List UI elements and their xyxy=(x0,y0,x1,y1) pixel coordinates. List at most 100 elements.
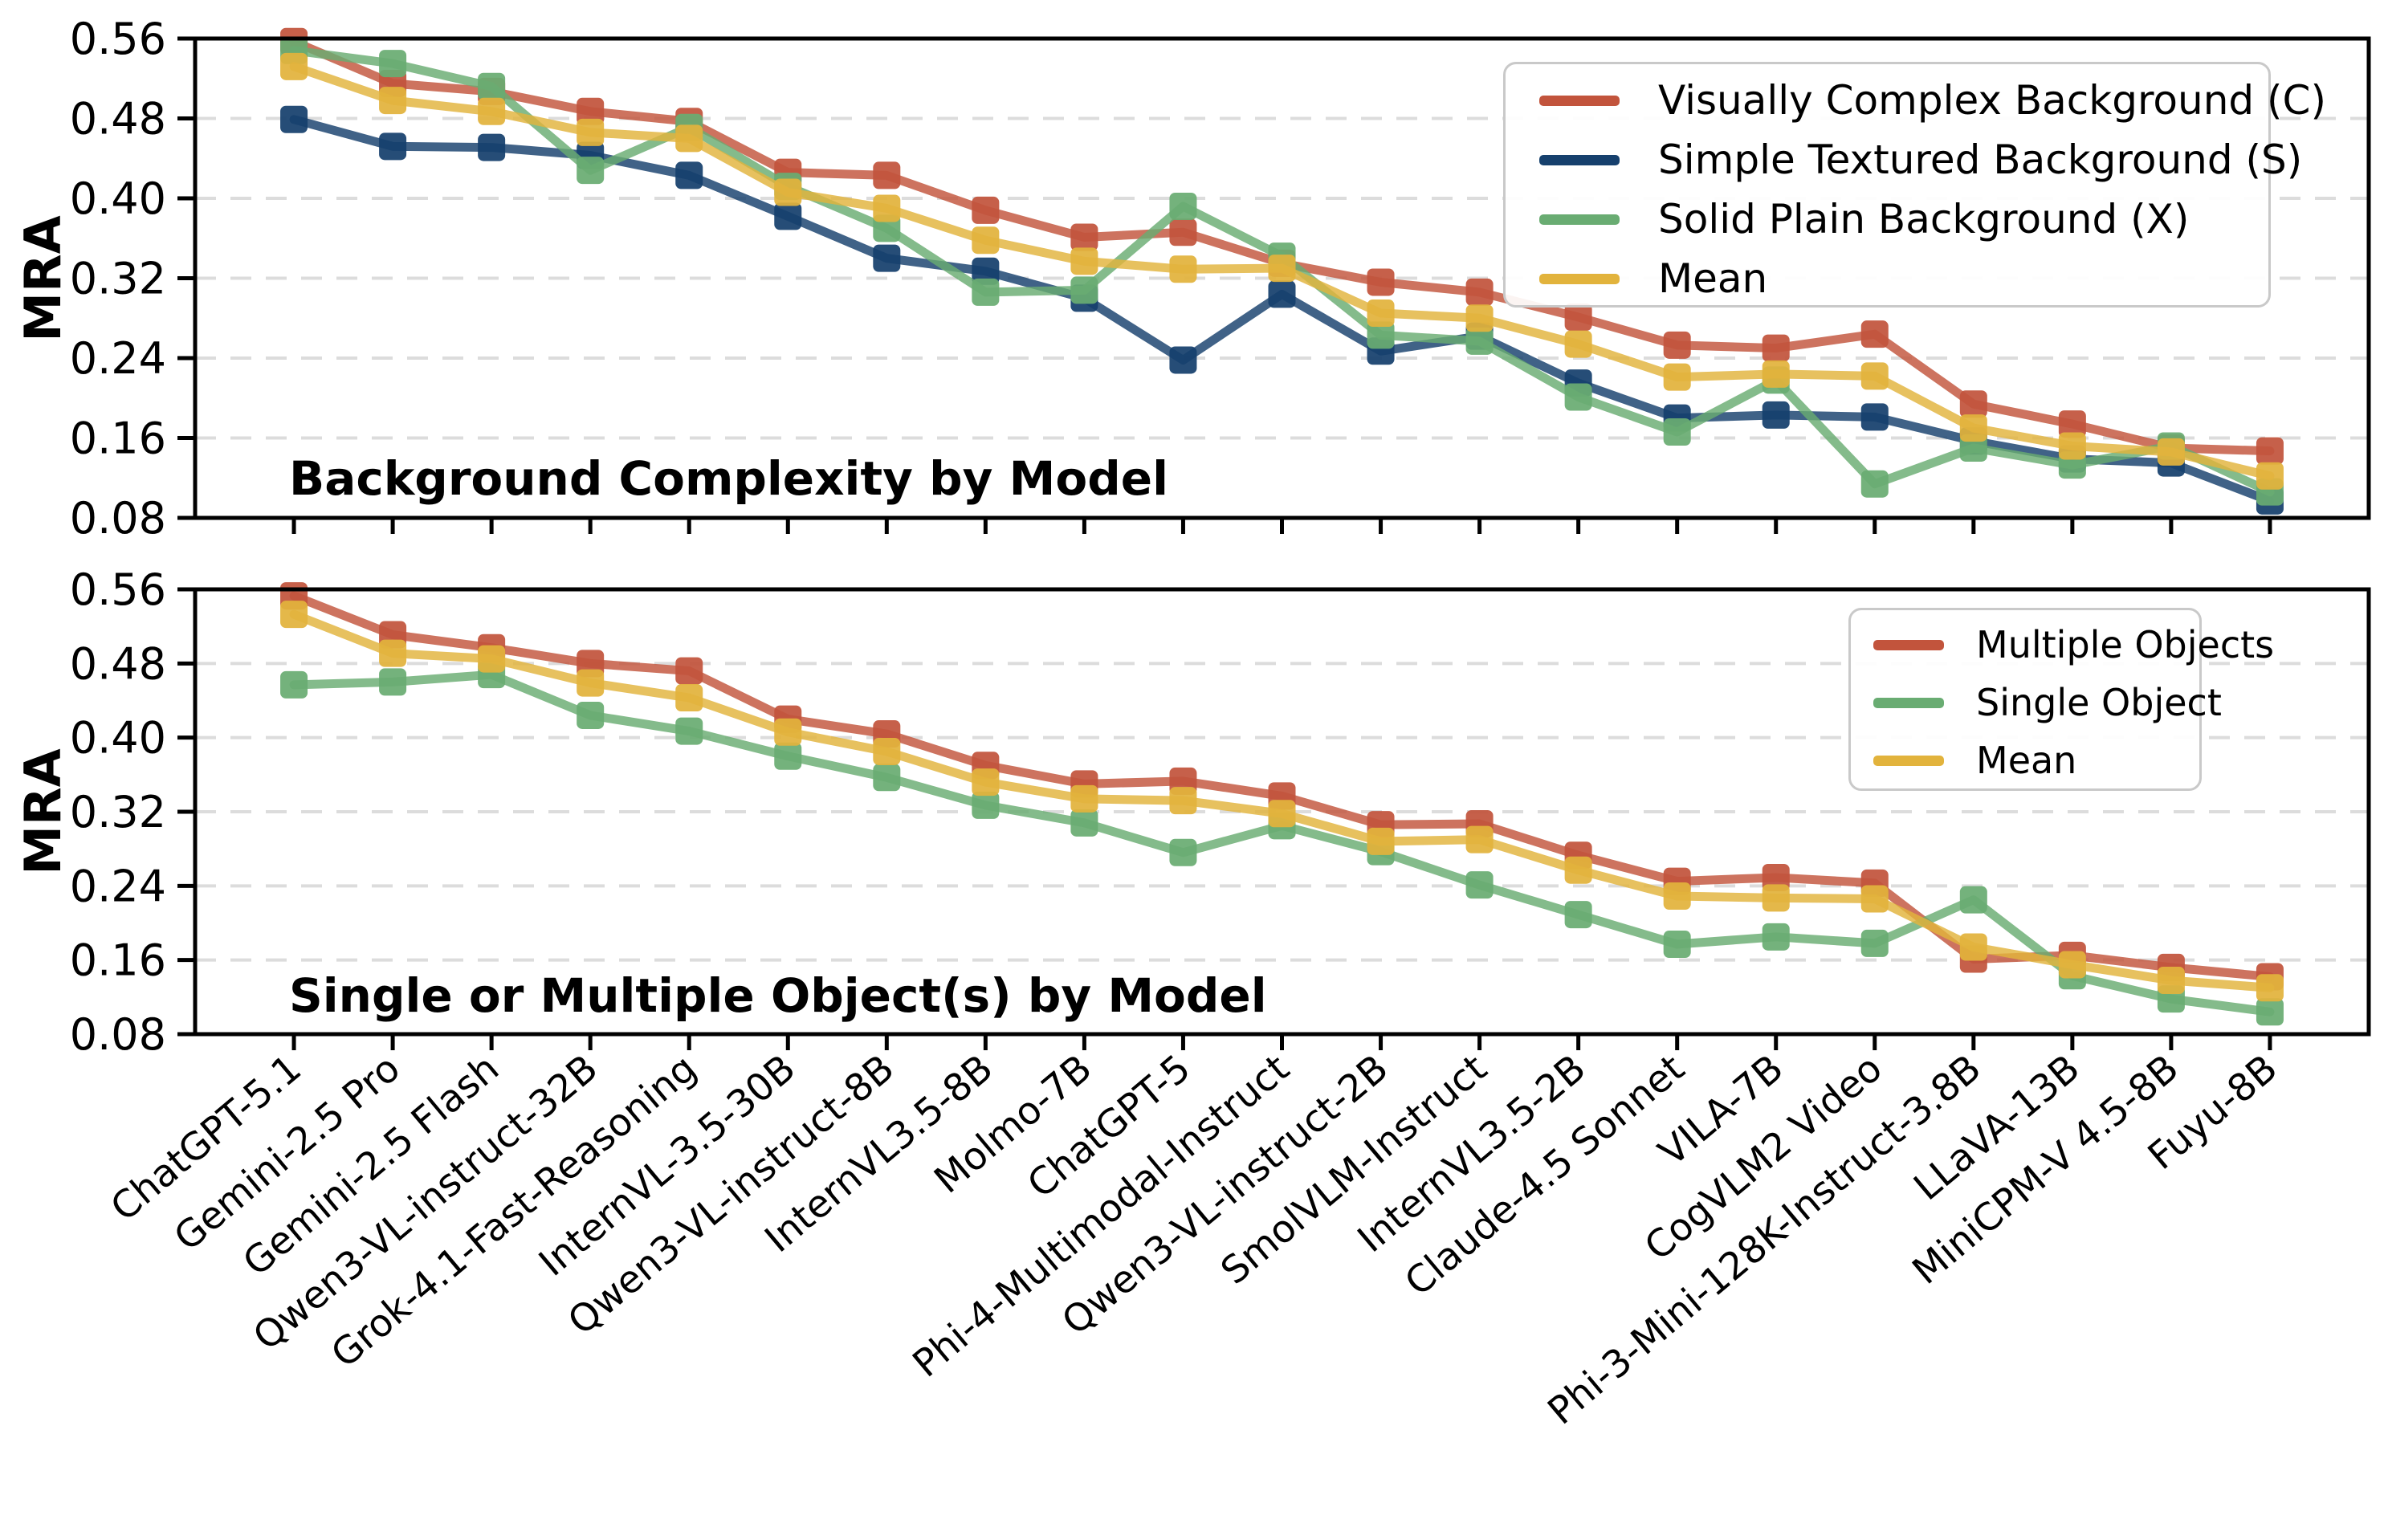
bottom-chart-y-tick-label: 0.32 xyxy=(70,787,166,837)
legend-label: Solid Plain Background (X) xyxy=(1658,196,2190,242)
bottom-chart-marker-mean xyxy=(1860,885,1889,913)
legend-line-swatch xyxy=(1873,697,1944,708)
bottom-chart-marker-mean xyxy=(675,684,703,712)
top-chart-marker-mean xyxy=(2157,438,2185,466)
top-chart-marker-mean xyxy=(774,178,802,206)
top-chart-marker-solid-plain-background-x- xyxy=(1367,321,1395,349)
bottom-chart-marker-mean xyxy=(873,737,901,765)
bottom-chart-y-tick-label: 0.56 xyxy=(70,564,166,615)
top-chart-marker-mean xyxy=(873,194,901,222)
bottom-chart-marker-mean xyxy=(2157,967,2185,995)
legend-line-swatch xyxy=(1539,95,1620,106)
legend-line-swatch xyxy=(1873,755,1944,766)
top-chart-y-axis-label: MRA xyxy=(14,215,72,342)
legend-item-single-object: Single Object xyxy=(1873,674,2222,731)
bottom-chart-marker-mean xyxy=(280,601,308,629)
legend-item-solid-plain: Solid Plain Background (X) xyxy=(1539,189,2268,249)
top-chart-marker-mean xyxy=(1663,363,1691,391)
legend-line-swatch xyxy=(1539,273,1620,284)
top-chart-marker-mean xyxy=(1465,304,1494,332)
top-chart-marker-solid-plain-background-x- xyxy=(972,278,1000,306)
top-chart-marker-visually-complex-background-c- xyxy=(1169,218,1197,246)
bottom-chart-y-tick-label: 0.08 xyxy=(70,1009,166,1060)
legend-line-swatch xyxy=(1873,639,1944,650)
bottom-chart-marker-mean xyxy=(1959,933,1987,961)
top-chart-y-tick-label: 0.56 xyxy=(70,14,166,64)
legend-line-swatch xyxy=(1539,214,1620,225)
bottom-chart-marker-single-object xyxy=(873,764,901,792)
bottom-chart-marker-single-object xyxy=(972,791,1000,819)
bottom-chart-marker-multiple-objects xyxy=(675,657,703,685)
bottom-chart-marker-mean xyxy=(1762,884,1790,912)
bottom-chart-marker-single-object xyxy=(1663,931,1691,959)
bottom-chart-marker-mean xyxy=(774,718,802,746)
top-chart-marker-simple-textured-background-s- xyxy=(1762,401,1790,429)
top-chart-marker-simple-textured-background-s- xyxy=(774,202,802,230)
top-chart-y-tick-label: 0.16 xyxy=(70,414,166,464)
top-chart-marker-solid-plain-background-x- xyxy=(1169,192,1197,220)
bottom-chart-marker-mean xyxy=(1663,882,1691,911)
legend-item-mean-top: Mean xyxy=(1539,249,2268,308)
legend-line-swatch xyxy=(1539,154,1620,165)
top-chart-marker-mean xyxy=(1959,414,1987,442)
top-chart-marker-mean xyxy=(1169,255,1197,283)
bottom-chart-marker-single-object xyxy=(2256,998,2284,1026)
bottom-chart-marker-single-object xyxy=(379,668,407,696)
top-chart-marker-visually-complex-background-c- xyxy=(972,196,1000,224)
bottom-chart-marker-mean xyxy=(1465,825,1494,854)
legend-label: Mean xyxy=(1658,255,1768,302)
bottom-chart-marker-single-object xyxy=(675,717,703,745)
top-chart-marker-simple-textured-background-s- xyxy=(873,244,901,272)
top-chart-marker-solid-plain-background-x- xyxy=(478,72,506,100)
top-chart-marker-simple-textured-background-s- xyxy=(675,161,703,189)
bottom-chart-marker-mean xyxy=(1564,856,1592,884)
top-chart-marker-visually-complex-background-c- xyxy=(1564,304,1592,332)
legend-item-visually-complex: Visually Complex Background (C) xyxy=(1539,71,2326,130)
bottom-chart-marker-single-object xyxy=(1564,901,1592,929)
bottom-chart-marker-mean xyxy=(2058,951,2086,979)
top-chart-marker-mean xyxy=(1070,247,1098,275)
bottom-chart-y-tick-label: 0.40 xyxy=(70,713,166,764)
legend-label: Simple Textured Background (S) xyxy=(1658,136,2303,183)
legend-item-mean-bottom: Mean xyxy=(1873,731,2199,789)
bottom-chart-title: Single or Multiple Object(s) by Model xyxy=(289,968,1267,1023)
top-chart-plot-border xyxy=(193,36,2371,520)
bottom-chart-marker-mean xyxy=(1070,784,1098,813)
top-chart-y-tick-label: 0.32 xyxy=(70,254,166,304)
top-chart-marker-mean xyxy=(972,226,1000,255)
bottom-chart-y-axis-label: MRA xyxy=(14,748,72,875)
top-chart-marker-mean xyxy=(2058,432,2086,460)
bottom-chart-marker-mean xyxy=(577,669,605,697)
top-chart-y-tick-label: 0.08 xyxy=(70,493,166,544)
legend-item-simple-textured: Simple Textured Background (S) xyxy=(1539,130,2302,189)
top-chart-marker-simple-textured-background-s- xyxy=(1169,346,1197,374)
top-chart-marker-mean xyxy=(675,124,703,153)
top-chart-marker-solid-plain-background-x- xyxy=(577,157,605,185)
bottom-chart-marker-single-object xyxy=(1465,871,1494,899)
legend-label: Visually Complex Background (C) xyxy=(1658,77,2326,124)
top-chart-marker-mean xyxy=(2256,462,2284,490)
top-chart-marker-mean xyxy=(1268,255,1296,283)
top-chart-marker-solid-plain-background-x- xyxy=(1465,327,1494,355)
bottom-chart-legend: Multiple Objects Single Object Mean xyxy=(1848,608,2274,791)
top-chart-marker-simple-textured-background-s- xyxy=(478,133,506,161)
top-chart-marker-visually-complex-background-c- xyxy=(1367,268,1395,296)
bottom-chart-marker-single-object xyxy=(280,670,308,699)
top-chart-marker-mean xyxy=(280,52,308,80)
top-chart-marker-mean xyxy=(379,87,407,115)
top-chart-marker-solid-plain-background-x- xyxy=(1860,470,1889,498)
bottom-chart-marker-single-object xyxy=(1762,923,1790,951)
bottom-chart-marker-single-object xyxy=(774,742,802,770)
bottom-chart-y-tick-label: 0.48 xyxy=(70,638,166,689)
top-chart-marker-simple-textured-background-s- xyxy=(379,132,407,161)
top-chart-marker-mean xyxy=(1564,330,1592,358)
bottom-chart-marker-single-object xyxy=(577,701,605,729)
top-chart-marker-simple-textured-background-s- xyxy=(972,257,1000,285)
bottom-chart-marker-mean xyxy=(379,639,407,667)
top-chart-y-tick-label: 0.40 xyxy=(70,173,166,224)
legend-label: Single Object xyxy=(1976,681,2222,724)
top-chart-marker-mean xyxy=(1860,362,1889,390)
bottom-chart-marker-single-object xyxy=(1860,929,1889,957)
legend-label: Mean xyxy=(1976,739,2077,782)
